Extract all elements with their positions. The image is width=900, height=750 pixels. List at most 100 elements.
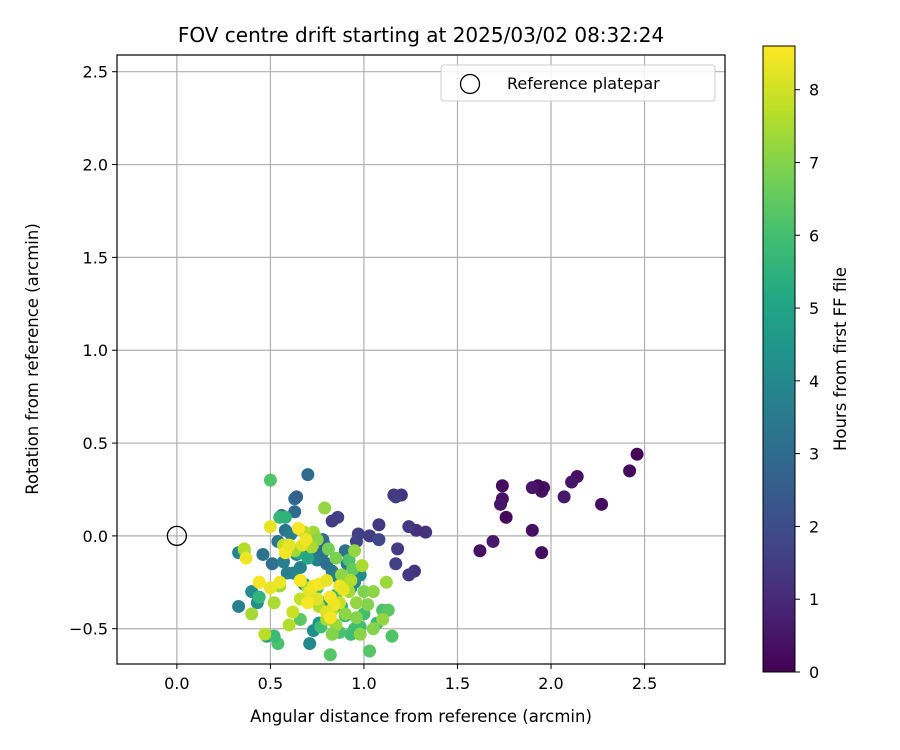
colorbar-tick-label: 3 (809, 445, 819, 464)
scatter-point (318, 501, 332, 515)
scatter-point (338, 607, 352, 621)
scatter-point (565, 475, 579, 489)
scatter-point (267, 596, 281, 610)
colorbar-tick-label: 2 (809, 517, 819, 536)
scatter-point (336, 583, 350, 597)
scatter-point (349, 596, 363, 610)
scatter-point (263, 581, 277, 595)
scatter-point (280, 566, 294, 580)
scatter-point (245, 607, 259, 621)
scatter-point (486, 534, 500, 548)
x-tick-label: 0.0 (164, 674, 189, 693)
y-tick-label: −0.5 (69, 620, 108, 639)
scatter-point (299, 533, 313, 547)
scatter-point (557, 490, 571, 504)
scatter-point (494, 497, 508, 511)
x-tick-label: 1.5 (445, 674, 470, 693)
scatter-point (391, 542, 405, 556)
scatter-point (278, 510, 292, 524)
colorbar-tick-label: 5 (809, 299, 819, 318)
scatter-point (232, 599, 246, 613)
colorbar-tick-label: 8 (809, 81, 819, 100)
y-axis-title: Rotation from reference (arcmin) (23, 223, 42, 495)
colorbar-title: Hours from first FF file (831, 267, 850, 451)
y-tick-label: 2.5 (83, 63, 108, 82)
colorbar-gradient (762, 45, 796, 673)
scatter-point (385, 629, 399, 643)
scatter-point (290, 490, 304, 504)
x-axis-title: Angular distance from reference (arcmin) (250, 707, 592, 726)
y-axis-ticks: −0.5 0.0 0.5 1.0 1.5 2.0 2.5 (69, 63, 117, 639)
colorbar-tick-label: 6 (809, 226, 819, 245)
scatter-point (525, 523, 539, 537)
scatter-point (265, 557, 279, 571)
y-tick-label: 0.0 (83, 527, 108, 546)
scatter-point (595, 497, 609, 511)
legend: Reference platepar (440, 64, 716, 102)
scatter-point (282, 618, 296, 632)
scatter-point (535, 546, 549, 560)
plot-frame (116, 54, 726, 665)
scatter-point (282, 538, 296, 552)
scatter-point (372, 533, 386, 547)
scatter-point (252, 590, 266, 604)
scatter-point (320, 573, 334, 587)
colorbar-tick-label: 1 (809, 590, 819, 609)
legend-label: Reference platepar (507, 74, 660, 93)
scatter-point (623, 464, 637, 478)
scatter-point (473, 544, 487, 558)
scatter-point (301, 468, 315, 482)
colorbar: 0 1 2 3 4 5 6 7 8 Hours from first FF file (762, 45, 850, 682)
scatter-point (329, 551, 343, 565)
x-axis-ticks: 0.0 0.5 1.0 1.5 2.0 2.5 (164, 664, 657, 693)
scatter-point (288, 505, 302, 519)
scatter-point (389, 557, 403, 571)
scatter-point (349, 611, 363, 625)
scatter-point (402, 568, 416, 582)
legend-reference-marker (459, 73, 481, 95)
scatter-point (348, 544, 362, 558)
scatter-point (303, 637, 317, 651)
scatter-point (372, 518, 386, 532)
y-tick-label: 1.0 (83, 341, 108, 360)
scatter-point (402, 520, 416, 534)
scatter-point (301, 596, 315, 610)
scatter-point (325, 514, 339, 528)
scatter-point (379, 575, 393, 589)
chart-title: FOV centre drift starting at 2025/03/02 … (178, 23, 664, 47)
scatter-point (363, 644, 377, 658)
scatter-point (344, 573, 358, 587)
scatter-point (334, 568, 348, 582)
scatter-point (495, 479, 509, 493)
colorbar-tick-label: 7 (809, 153, 819, 172)
reference-platepar-marker (166, 525, 188, 547)
scatter-point (239, 551, 253, 565)
scatter-point (376, 612, 390, 626)
legend-box (440, 64, 716, 102)
scatter-point (323, 648, 337, 662)
scatter-point (256, 547, 270, 561)
scatter-point (273, 575, 287, 589)
x-tick-label: 2.0 (538, 674, 563, 693)
data-points (232, 447, 644, 662)
scatter-point (252, 575, 266, 589)
scatter-point (366, 622, 380, 636)
scatter-point (353, 627, 367, 641)
scatter-point (291, 521, 305, 535)
scatter-point (301, 551, 315, 565)
scatter-point (366, 585, 380, 599)
colorbar-tick-label: 4 (809, 372, 819, 391)
scatter-point (286, 605, 300, 619)
scatter-point (323, 611, 337, 625)
scatter-point (630, 447, 644, 461)
scatter-point (355, 559, 369, 573)
scatter-point (344, 627, 358, 641)
y-tick-label: 0.5 (83, 434, 108, 453)
scatter-point (263, 473, 277, 487)
colorbar-tick-label: 0 (809, 663, 819, 682)
colorbar-ticks: 0 1 2 3 4 5 6 7 8 (795, 81, 819, 682)
x-tick-label: 1.0 (351, 674, 376, 693)
scatter-point (357, 585, 371, 599)
scatter-point (263, 520, 277, 534)
